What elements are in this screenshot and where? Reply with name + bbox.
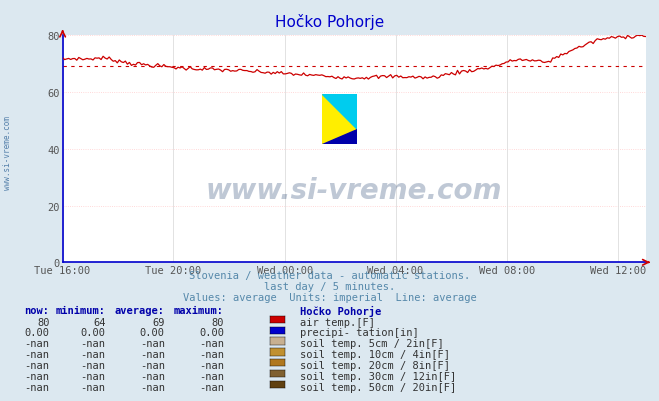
Text: -nan: -nan xyxy=(140,360,165,370)
Text: -nan: -nan xyxy=(80,371,105,381)
Text: minimum:: minimum: xyxy=(55,306,105,316)
Text: Hočko Pohorje: Hočko Pohorje xyxy=(275,14,384,30)
Text: Values: average  Units: imperial  Line: average: Values: average Units: imperial Line: av… xyxy=(183,292,476,302)
Text: -nan: -nan xyxy=(24,338,49,348)
Text: -nan: -nan xyxy=(140,338,165,348)
Text: 0.00: 0.00 xyxy=(24,328,49,338)
Text: -nan: -nan xyxy=(199,382,224,392)
Text: 0.00: 0.00 xyxy=(80,328,105,338)
Text: now:: now: xyxy=(24,306,49,316)
Text: -nan: -nan xyxy=(199,360,224,370)
Text: -nan: -nan xyxy=(140,349,165,359)
Text: 64: 64 xyxy=(93,317,105,327)
Text: soil temp. 10cm / 4in[F]: soil temp. 10cm / 4in[F] xyxy=(300,349,450,359)
Text: -nan: -nan xyxy=(140,371,165,381)
Text: www.si-vreme.com: www.si-vreme.com xyxy=(206,176,502,204)
Text: maximum:: maximum: xyxy=(174,306,224,316)
Text: 80: 80 xyxy=(212,317,224,327)
Text: soil temp. 30cm / 12in[F]: soil temp. 30cm / 12in[F] xyxy=(300,371,456,381)
Polygon shape xyxy=(322,95,357,130)
Text: 69: 69 xyxy=(152,317,165,327)
Text: -nan: -nan xyxy=(199,338,224,348)
Text: air temp.[F]: air temp.[F] xyxy=(300,317,375,327)
Text: -nan: -nan xyxy=(80,338,105,348)
Text: 80: 80 xyxy=(37,317,49,327)
Text: -nan: -nan xyxy=(24,360,49,370)
Text: soil temp. 20cm / 8in[F]: soil temp. 20cm / 8in[F] xyxy=(300,360,450,370)
Text: -nan: -nan xyxy=(80,349,105,359)
Text: -nan: -nan xyxy=(80,382,105,392)
Text: -nan: -nan xyxy=(24,349,49,359)
Text: last day / 5 minutes.: last day / 5 minutes. xyxy=(264,282,395,292)
Text: Slovenia / weather data - automatic stations.: Slovenia / weather data - automatic stat… xyxy=(189,271,470,281)
Text: Hočko Pohorje: Hočko Pohorje xyxy=(300,306,381,316)
Text: -nan: -nan xyxy=(199,371,224,381)
Text: average:: average: xyxy=(115,306,165,316)
Text: -nan: -nan xyxy=(80,360,105,370)
Text: -nan: -nan xyxy=(24,371,49,381)
Text: soil temp. 50cm / 20in[F]: soil temp. 50cm / 20in[F] xyxy=(300,382,456,392)
Text: -nan: -nan xyxy=(140,382,165,392)
Text: 0.00: 0.00 xyxy=(140,328,165,338)
Text: -nan: -nan xyxy=(199,349,224,359)
Text: www.si-vreme.com: www.si-vreme.com xyxy=(3,115,13,189)
Text: precipi- tation[in]: precipi- tation[in] xyxy=(300,328,418,338)
Text: -nan: -nan xyxy=(24,382,49,392)
Text: soil temp. 5cm / 2in[F]: soil temp. 5cm / 2in[F] xyxy=(300,338,444,348)
Polygon shape xyxy=(322,130,357,145)
Text: 0.00: 0.00 xyxy=(199,328,224,338)
